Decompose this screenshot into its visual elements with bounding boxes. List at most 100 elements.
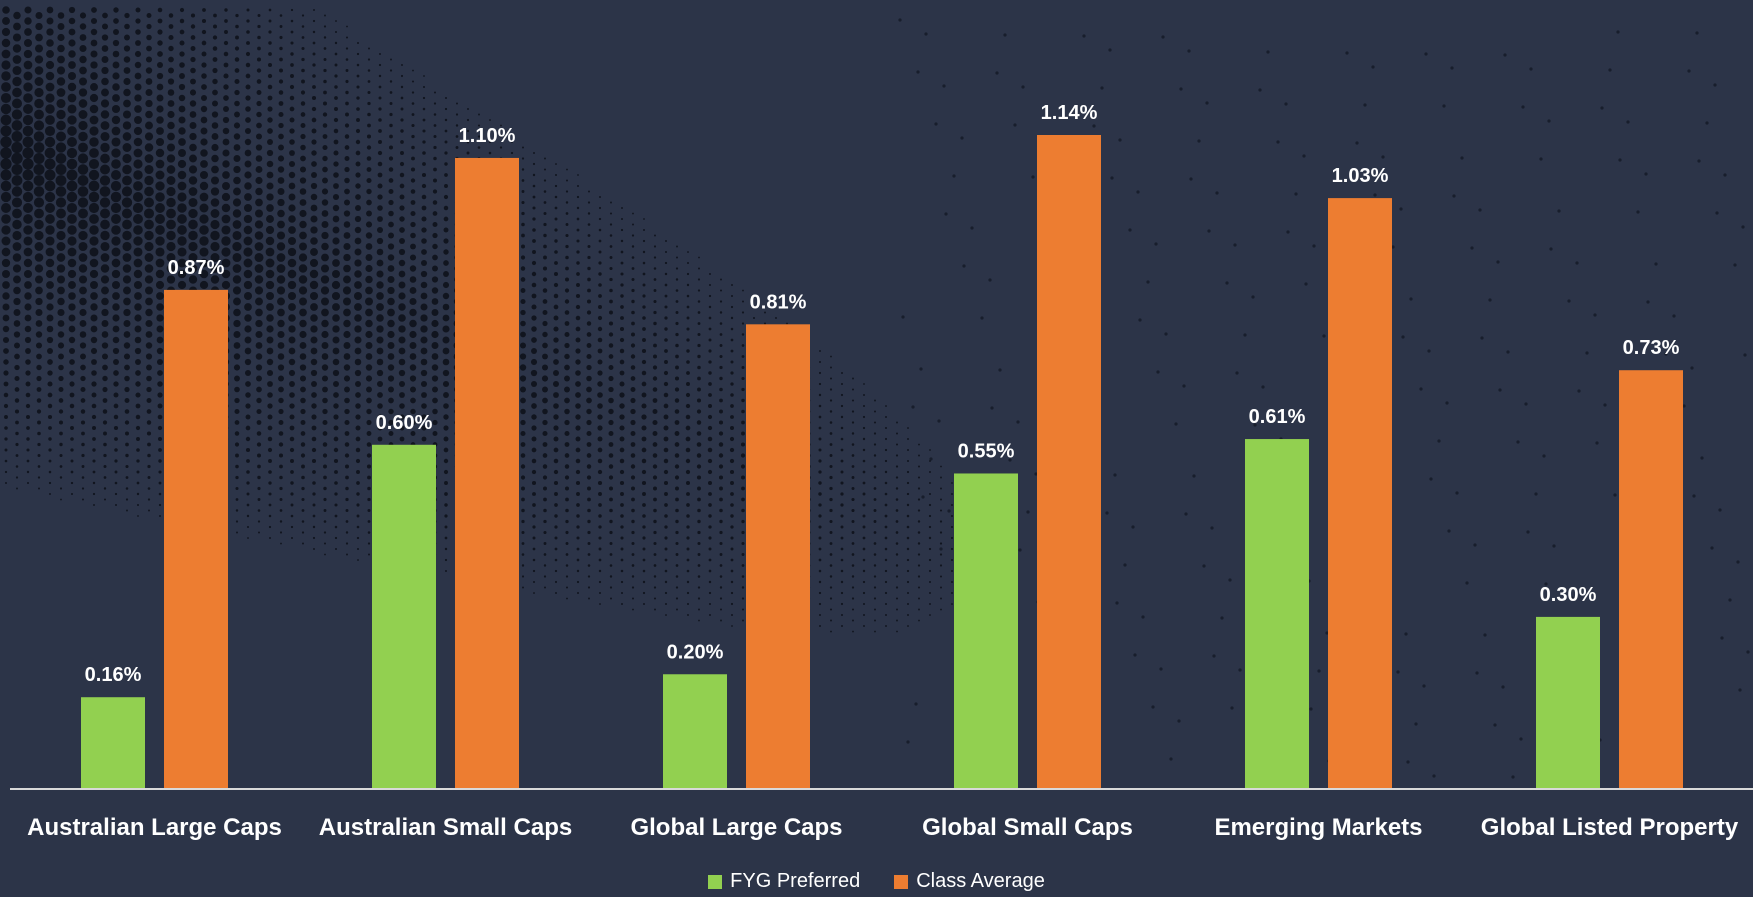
background-dot	[268, 52, 272, 56]
background-dot	[278, 122, 284, 129]
background-dot	[189, 143, 197, 152]
background-dot	[620, 558, 624, 562]
background-dot	[254, 231, 264, 240]
background-dot	[265, 247, 275, 257]
background-dot	[730, 415, 734, 419]
background-dot	[442, 336, 450, 344]
background-dot	[355, 447, 361, 453]
background-dot	[233, 330, 241, 339]
background-dot	[323, 47, 327, 50]
background-dot	[1177, 719, 1181, 723]
background-dot	[299, 330, 307, 339]
background-dot	[642, 591, 646, 595]
background-dot	[1128, 228, 1132, 232]
background-dot	[232, 220, 242, 229]
background-dot	[343, 319, 351, 328]
background-dot	[378, 107, 382, 111]
background-dot	[542, 353, 548, 360]
background-dot	[122, 275, 132, 284]
background-dot	[92, 459, 96, 463]
background-dot	[597, 326, 603, 332]
background-dot	[553, 436, 559, 442]
background-dot	[311, 392, 317, 398]
background-dot	[641, 348, 647, 354]
background-dot	[543, 508, 547, 513]
background-dot	[69, 392, 75, 398]
background-dot	[332, 215, 340, 223]
background-dot	[59, 442, 63, 447]
background-dot	[22, 169, 34, 181]
background-dot	[928, 514, 932, 518]
background-dot	[730, 404, 734, 408]
background-dot	[177, 280, 187, 290]
background-dot	[874, 399, 876, 402]
background-dot	[189, 111, 197, 118]
background-dot	[133, 137, 143, 147]
background-dot	[199, 225, 209, 235]
background-dot	[280, 542, 282, 545]
background-dot	[155, 236, 165, 246]
background-dot	[619, 480, 625, 486]
background-dot	[47, 359, 53, 365]
background-dot	[368, 47, 370, 50]
background-dot	[742, 289, 744, 292]
background-dot	[553, 403, 559, 409]
background-dot	[685, 403, 691, 409]
background-dot	[686, 294, 690, 298]
background-dot	[376, 314, 384, 322]
background-dot	[122, 143, 132, 152]
background-dot	[110, 180, 122, 192]
background-dot	[862, 459, 866, 463]
background-dot	[91, 7, 97, 13]
background-dot	[300, 90, 306, 95]
background-dot	[103, 476, 107, 479]
background-dot	[345, 497, 349, 502]
background-dot	[929, 471, 931, 473]
background-dot	[177, 170, 187, 180]
background-dot	[697, 586, 701, 589]
background-dot	[1736, 560, 1740, 564]
background-dot	[609, 212, 613, 215]
background-dot	[521, 497, 525, 502]
background-dot	[674, 409, 680, 414]
background-dot	[928, 481, 932, 485]
background-dot	[145, 286, 153, 295]
background-dot	[675, 597, 679, 600]
background-dot	[81, 465, 85, 468]
background-dot	[145, 297, 153, 306]
background-dot	[697, 278, 701, 281]
background-dot	[179, 7, 185, 13]
background-dot	[332, 325, 340, 333]
background-dot	[300, 112, 306, 117]
background-dot	[4, 448, 8, 452]
background-dot	[276, 286, 286, 295]
background-dot	[675, 508, 679, 513]
background-dot	[14, 387, 20, 392]
background-dot	[851, 564, 855, 567]
background-dot	[619, 458, 625, 464]
background-dot	[45, 269, 55, 279]
background-dot	[642, 239, 646, 243]
category-label: Australian Large Caps	[27, 814, 282, 841]
background-dot	[488, 129, 492, 133]
background-dot	[565, 277, 569, 282]
background-dot	[11, 175, 23, 186]
background-dot	[741, 497, 745, 502]
background-dot	[873, 575, 877, 578]
background-dot	[818, 580, 822, 584]
background-dot	[432, 254, 438, 261]
background-dot	[311, 436, 317, 442]
background-dot	[213, 24, 217, 29]
background-dot	[862, 448, 866, 452]
background-dot	[35, 33, 43, 42]
background-dot	[167, 110, 175, 119]
background-dot	[321, 342, 329, 349]
background-dot	[243, 280, 253, 290]
background-dot	[951, 493, 953, 495]
background-dot	[59, 420, 63, 425]
background-dot	[123, 286, 131, 295]
background-dot	[244, 347, 252, 355]
background-dot	[157, 29, 163, 35]
background-dot	[100, 164, 110, 175]
background-dot	[190, 56, 196, 63]
